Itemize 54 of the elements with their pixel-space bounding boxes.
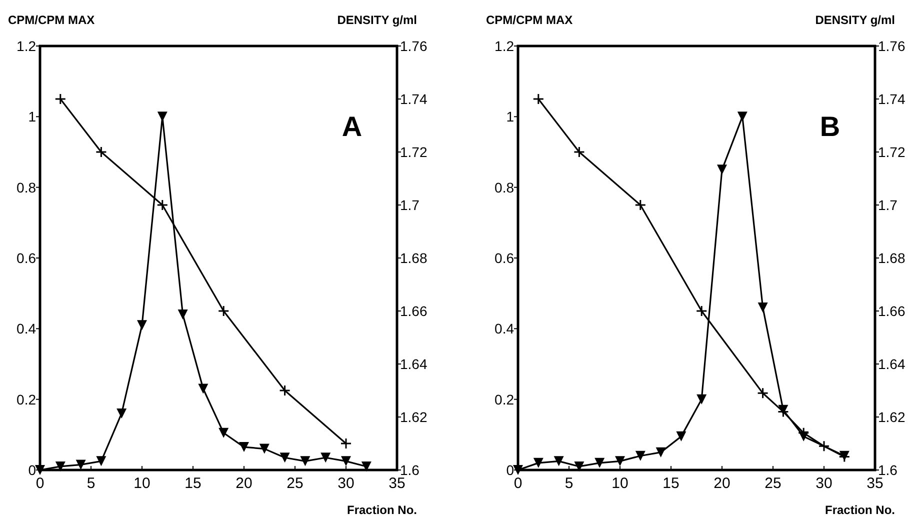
y2-tick-label: 1.76 xyxy=(878,38,906,54)
x-tick-label: 35 xyxy=(866,475,884,492)
y-tick-label: 0.2 xyxy=(16,391,36,408)
y-tick-label: 0.2 xyxy=(494,391,514,408)
x-tick-label: 30 xyxy=(338,475,354,492)
x-tick-label: 25 xyxy=(286,475,304,492)
y2-tick-label: 1.64 xyxy=(400,356,428,372)
y-tick-label: 1 xyxy=(506,108,514,125)
x-tick-label: 5 xyxy=(86,475,96,492)
y-tick-label: 0.8 xyxy=(494,179,514,196)
y2-tick-label: 1.66 xyxy=(400,303,428,319)
x-axis-title: Fraction No. xyxy=(824,503,895,517)
y2-tick-label: 1.74 xyxy=(878,91,906,107)
y-tick-label: 0.4 xyxy=(494,320,514,337)
y2-tick-label: 1.62 xyxy=(400,409,428,425)
y-axis-title: CPM/CPM MAX xyxy=(486,13,573,27)
annotation: A xyxy=(342,111,362,142)
x-tick-label: 20 xyxy=(236,475,252,492)
y2-axis-title: DENSITY g/ml xyxy=(815,13,895,27)
x-axis-title: Fraction No. xyxy=(346,503,417,517)
y2-tick-label: 1.72 xyxy=(400,144,428,160)
x-tick-label: 35 xyxy=(388,475,406,492)
y2-tick-label: 1.6 xyxy=(400,462,420,478)
x-tick-label: 10 xyxy=(134,475,150,492)
y-axis-title: CPM/CPM MAX xyxy=(8,13,95,27)
x-tick-label: 10 xyxy=(612,475,628,492)
y2-tick-label: 1.7 xyxy=(400,197,420,213)
y2-tick-label: 1.76 xyxy=(400,38,428,54)
y2-tick-label: 1.74 xyxy=(400,91,428,107)
y-tick-label: 0.8 xyxy=(16,179,36,196)
y-tick-label: 1.2 xyxy=(494,38,514,54)
y2-tick-label: 1.7 xyxy=(878,197,898,213)
y2-tick-label: 1.6 xyxy=(878,462,898,478)
y2-axis-title: DENSITY g/ml xyxy=(337,13,417,27)
x-tick-label: 15 xyxy=(184,475,202,492)
y-tick-label: 0.4 xyxy=(16,320,36,337)
y2-tick-label: 1.62 xyxy=(878,409,906,425)
x-tick-label: 30 xyxy=(816,475,832,492)
x-tick-label: 5 xyxy=(564,475,574,492)
x-tick-label: 15 xyxy=(662,475,680,492)
y-tick-label: 0.6 xyxy=(16,250,36,266)
y2-tick-label: 1.68 xyxy=(878,250,906,266)
y-tick-label: 0.6 xyxy=(494,250,514,266)
y-tick-label: 0 xyxy=(28,462,36,478)
y2-tick-label: 1.72 xyxy=(878,144,906,160)
y2-tick-label: 1.64 xyxy=(878,356,906,372)
y-tick-label: 1.2 xyxy=(16,38,36,54)
y-tick-label: 1 xyxy=(28,108,36,125)
y-tick-label: 0 xyxy=(506,462,514,478)
y2-tick-label: 1.68 xyxy=(400,250,428,266)
y2-tick-label: 1.66 xyxy=(878,303,906,319)
x-tick-label: 20 xyxy=(714,475,730,492)
x-tick-label: 25 xyxy=(764,475,782,492)
annotation: B xyxy=(820,111,840,142)
